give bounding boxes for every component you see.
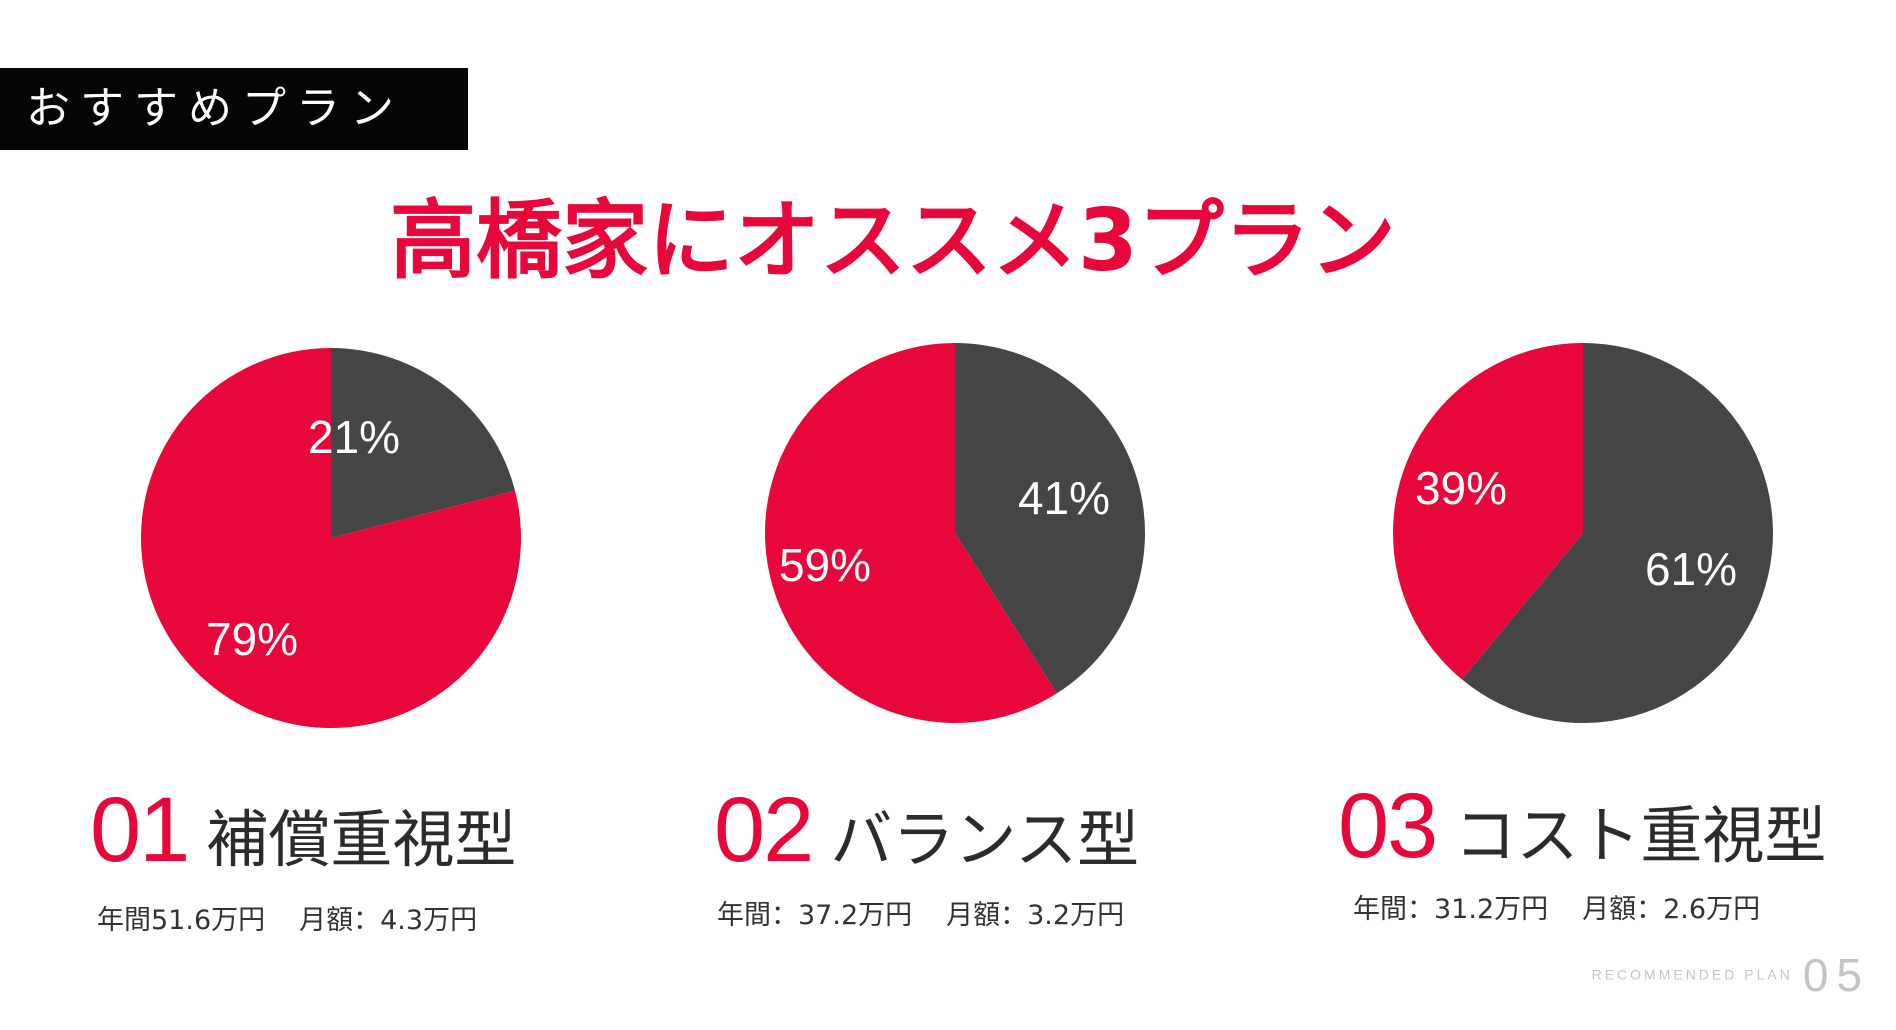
plan-name: バランス型 — [830, 803, 1140, 876]
pie-label-dark: 21% — [308, 411, 400, 463]
pie-slice-red — [765, 343, 1057, 723]
plan-title-03: 03 コスト重視型 — [1338, 776, 1826, 902]
page-number: 05 — [1802, 948, 1870, 1001]
footer-label: RECOMMENDED PLAN — [1591, 966, 1793, 983]
plan-price-01: 年間51.6万円 月額：4.3万円 — [97, 901, 477, 941]
plan-title-01: 01 補償重視型 — [90, 780, 516, 906]
pie-label-red: 59% — [779, 539, 871, 591]
plan-number: 01 — [90, 779, 190, 881]
pie-chart-plan-02: 41% 59% — [765, 343, 1145, 723]
plan-number: 02 — [714, 779, 814, 881]
pie-label-red: 39% — [1415, 462, 1507, 514]
pie-slice-dark — [1461, 343, 1773, 723]
section-label: おすすめプラン — [0, 68, 468, 150]
plan-title-02: 02 バランス型 — [714, 780, 1139, 906]
monthly-price: 月額：2.6万円 — [1582, 894, 1761, 925]
pie-label-red: 79% — [206, 613, 298, 665]
pie-label-dark: 61% — [1645, 543, 1737, 595]
annual-price: 年間：31.2万円 — [1353, 894, 1549, 925]
pie-slice-dark — [331, 348, 516, 538]
pie-slice-red — [1393, 343, 1583, 680]
plan-name: 補償重視型 — [206, 803, 517, 876]
page-title: 高橋家にオススメ3プラン — [390, 191, 1396, 291]
plan-price-02: 年間：37.2万円 月額：3.2万円 — [717, 896, 1124, 936]
annual-price: 年間：37.2万円 — [717, 900, 913, 931]
pie-chart-plan-01: 21% 79% — [141, 348, 521, 728]
plan-price-03: 年間：31.2万円 月額：2.6万円 — [1353, 890, 1760, 930]
plan-name: コスト重視型 — [1454, 799, 1827, 872]
plan-number: 03 — [1338, 775, 1438, 877]
monthly-price: 月額：3.2万円 — [946, 900, 1125, 931]
pie-slice-red — [141, 348, 521, 728]
pie-slice-dark — [955, 343, 1145, 694]
annual-price: 年間51.6万円 — [97, 905, 266, 936]
pie-label-dark: 41% — [1018, 472, 1110, 524]
footer: RECOMMENDED PLAN 05 — [1592, 946, 1870, 1003]
pie-chart-plan-03: 61% 39% — [1393, 343, 1773, 723]
monthly-price: 月額：4.3万円 — [299, 905, 478, 936]
